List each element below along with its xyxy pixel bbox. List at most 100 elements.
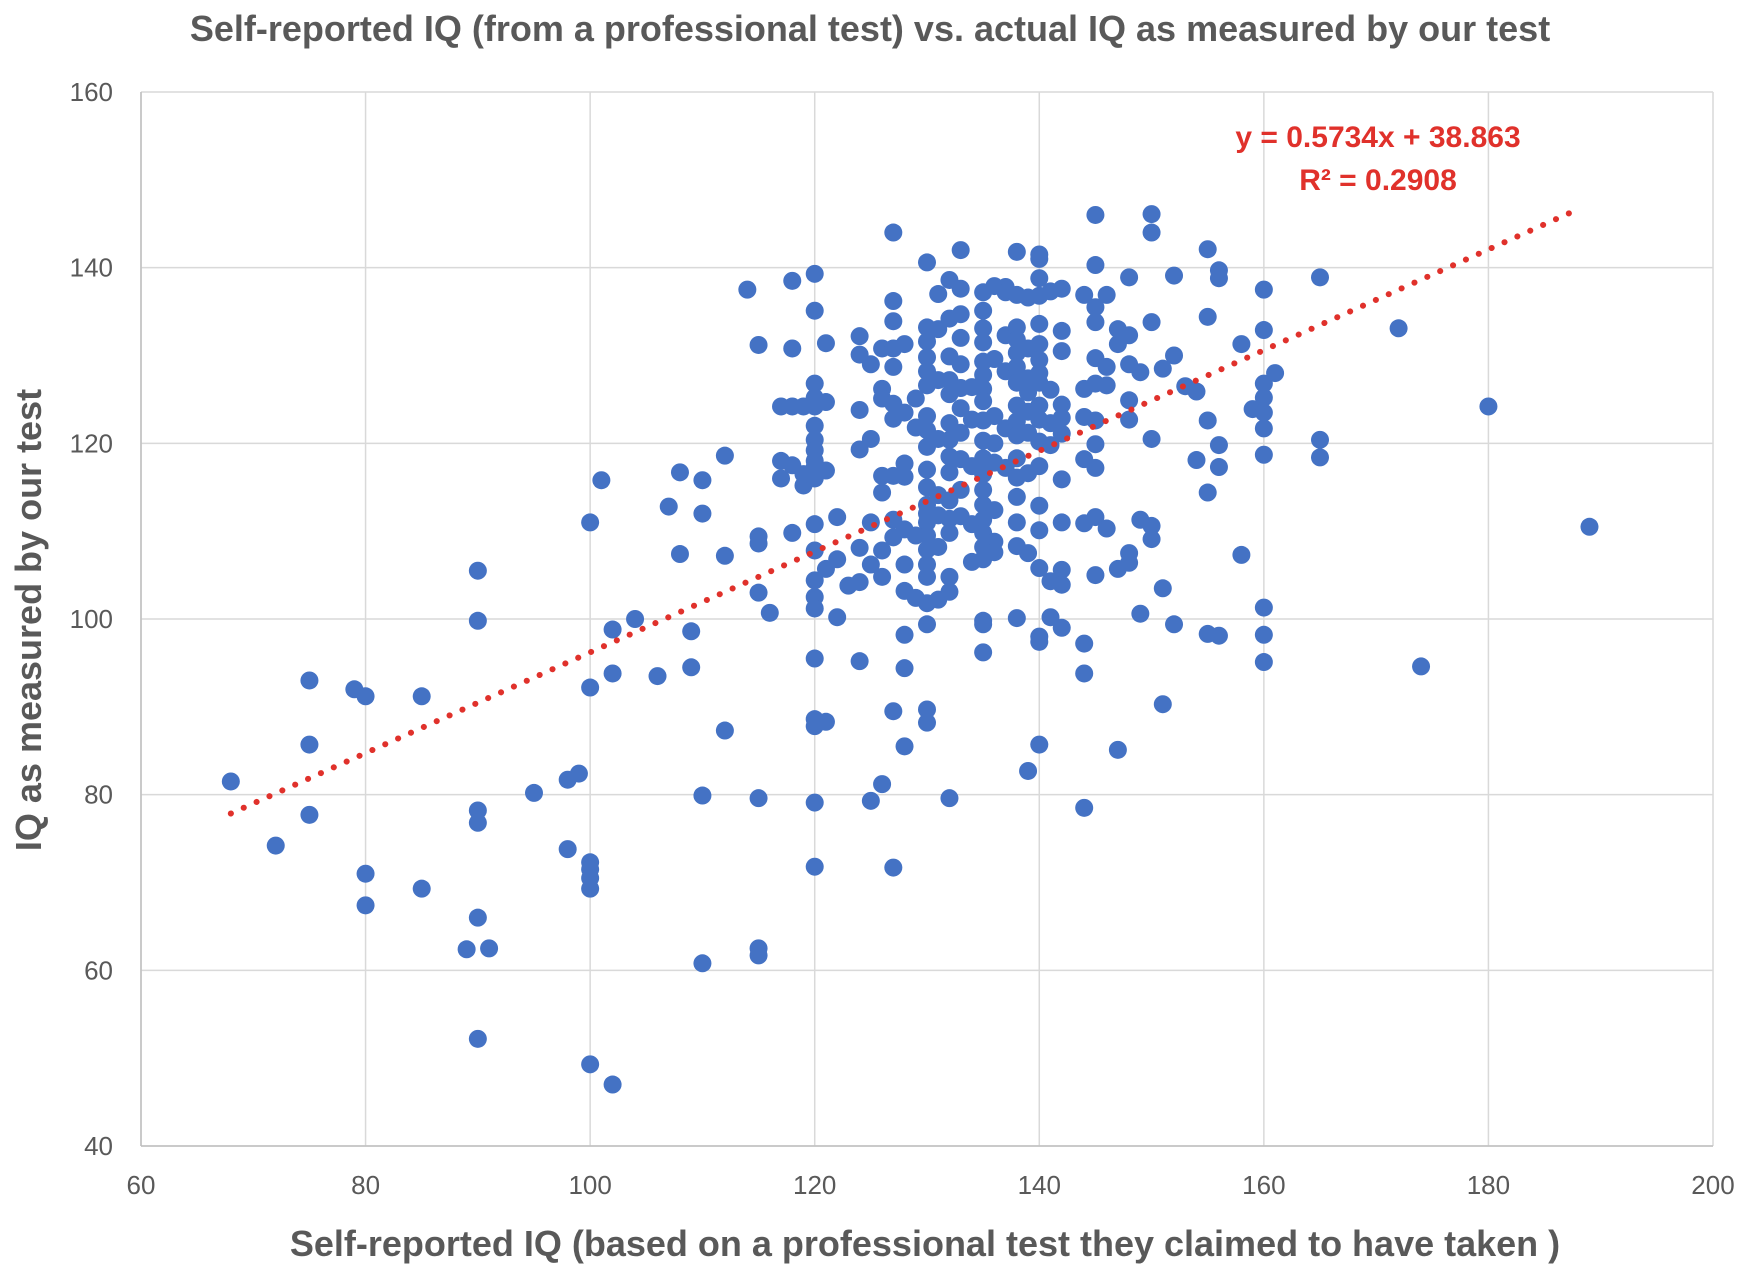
- data-point: [1254, 419, 1273, 438]
- data-point: [850, 327, 869, 346]
- data-point: [805, 264, 824, 283]
- data-point: [929, 537, 948, 556]
- data-point: [1019, 761, 1038, 780]
- data-point: [1142, 223, 1161, 242]
- x-tick-label: 140: [1018, 1170, 1061, 1200]
- data-point: [805, 374, 824, 393]
- data-point: [951, 328, 970, 347]
- data-point: [985, 434, 1004, 453]
- data-point: [1097, 357, 1116, 376]
- data-point: [480, 939, 499, 958]
- data-point: [1030, 350, 1049, 369]
- data-point: [951, 423, 970, 442]
- data-point: [525, 783, 543, 802]
- data-point: [1254, 598, 1273, 617]
- data-point: [940, 523, 959, 542]
- data-point: [951, 399, 970, 418]
- data-point: [468, 801, 487, 820]
- data-point: [1120, 553, 1139, 572]
- data-point: [648, 667, 667, 686]
- data-point: [1580, 517, 1599, 536]
- data-point: [592, 471, 611, 490]
- data-point: [581, 1055, 600, 1074]
- data-point: [895, 335, 914, 354]
- data-point: [682, 658, 701, 677]
- data-point: [1142, 205, 1161, 224]
- data-point: [1030, 735, 1049, 754]
- data-point: [356, 687, 375, 706]
- data-point: [918, 700, 936, 719]
- data-point: [974, 392, 993, 411]
- data-point: [816, 334, 835, 353]
- data-point: [1086, 313, 1105, 332]
- data-point: [1075, 285, 1094, 304]
- data-point: [1187, 382, 1206, 401]
- data-point: [1086, 508, 1105, 527]
- data-point: [1165, 615, 1184, 634]
- data-point: [1007, 609, 1026, 628]
- data-point: [749, 534, 768, 553]
- data-point: [1075, 634, 1094, 653]
- data-point: [918, 615, 936, 634]
- data-point: [850, 538, 869, 557]
- data-point: [783, 271, 802, 290]
- data-point: [805, 793, 824, 812]
- data-point: [1142, 516, 1161, 535]
- data-point: [1075, 798, 1094, 817]
- data-point: [221, 772, 240, 791]
- data-point: [412, 879, 431, 898]
- data-point: [581, 879, 600, 898]
- data-point: [940, 789, 959, 808]
- data-point: [1097, 285, 1116, 304]
- data-point: [749, 789, 768, 808]
- data-point: [1052, 618, 1071, 637]
- data-point: [1389, 319, 1408, 338]
- data-point: [1019, 544, 1038, 563]
- data-point: [828, 550, 847, 569]
- data-point: [1165, 266, 1184, 285]
- data-point: [974, 319, 993, 338]
- data-point: [974, 365, 993, 384]
- x-tick-label: 60: [127, 1170, 156, 1200]
- data-point: [603, 664, 622, 683]
- x-tick-label: 80: [351, 1170, 380, 1200]
- data-point: [1052, 575, 1071, 594]
- data-point: [974, 301, 993, 320]
- data-point: [974, 333, 993, 352]
- data-point: [682, 622, 701, 641]
- data-point: [1153, 695, 1172, 714]
- data-point: [1209, 436, 1228, 455]
- trendline-equation: y = 0.5734x + 38.863: [1235, 121, 1520, 154]
- data-point: [603, 1075, 622, 1094]
- data-point: [1142, 429, 1161, 448]
- data-point: [850, 400, 869, 419]
- data-point: [805, 649, 824, 668]
- data-point: [558, 840, 577, 859]
- data-point: [1030, 314, 1049, 333]
- data-point: [693, 786, 712, 805]
- data-point: [693, 954, 712, 973]
- data-point: [1086, 256, 1105, 275]
- data-point: [1052, 279, 1071, 298]
- data-point: [805, 571, 824, 590]
- data-point: [569, 764, 588, 783]
- data-point: [1007, 318, 1026, 337]
- data-point: [1232, 545, 1251, 564]
- data-point: [974, 643, 993, 662]
- data-point: [884, 357, 903, 376]
- y-tick-label: 120: [70, 428, 113, 458]
- data-point: [1030, 496, 1049, 515]
- data-point: [940, 582, 959, 601]
- y-tick-label: 40: [84, 1131, 113, 1161]
- data-point: [884, 858, 903, 877]
- data-points: [221, 205, 1599, 1094]
- data-point: [1266, 364, 1285, 383]
- data-point: [468, 611, 487, 630]
- data-point: [1254, 625, 1273, 644]
- data-point: [850, 652, 869, 671]
- data-point: [300, 805, 319, 824]
- data-point: [1030, 396, 1049, 415]
- data-point: [805, 301, 824, 320]
- data-point: [940, 491, 959, 510]
- data-point: [1187, 451, 1206, 470]
